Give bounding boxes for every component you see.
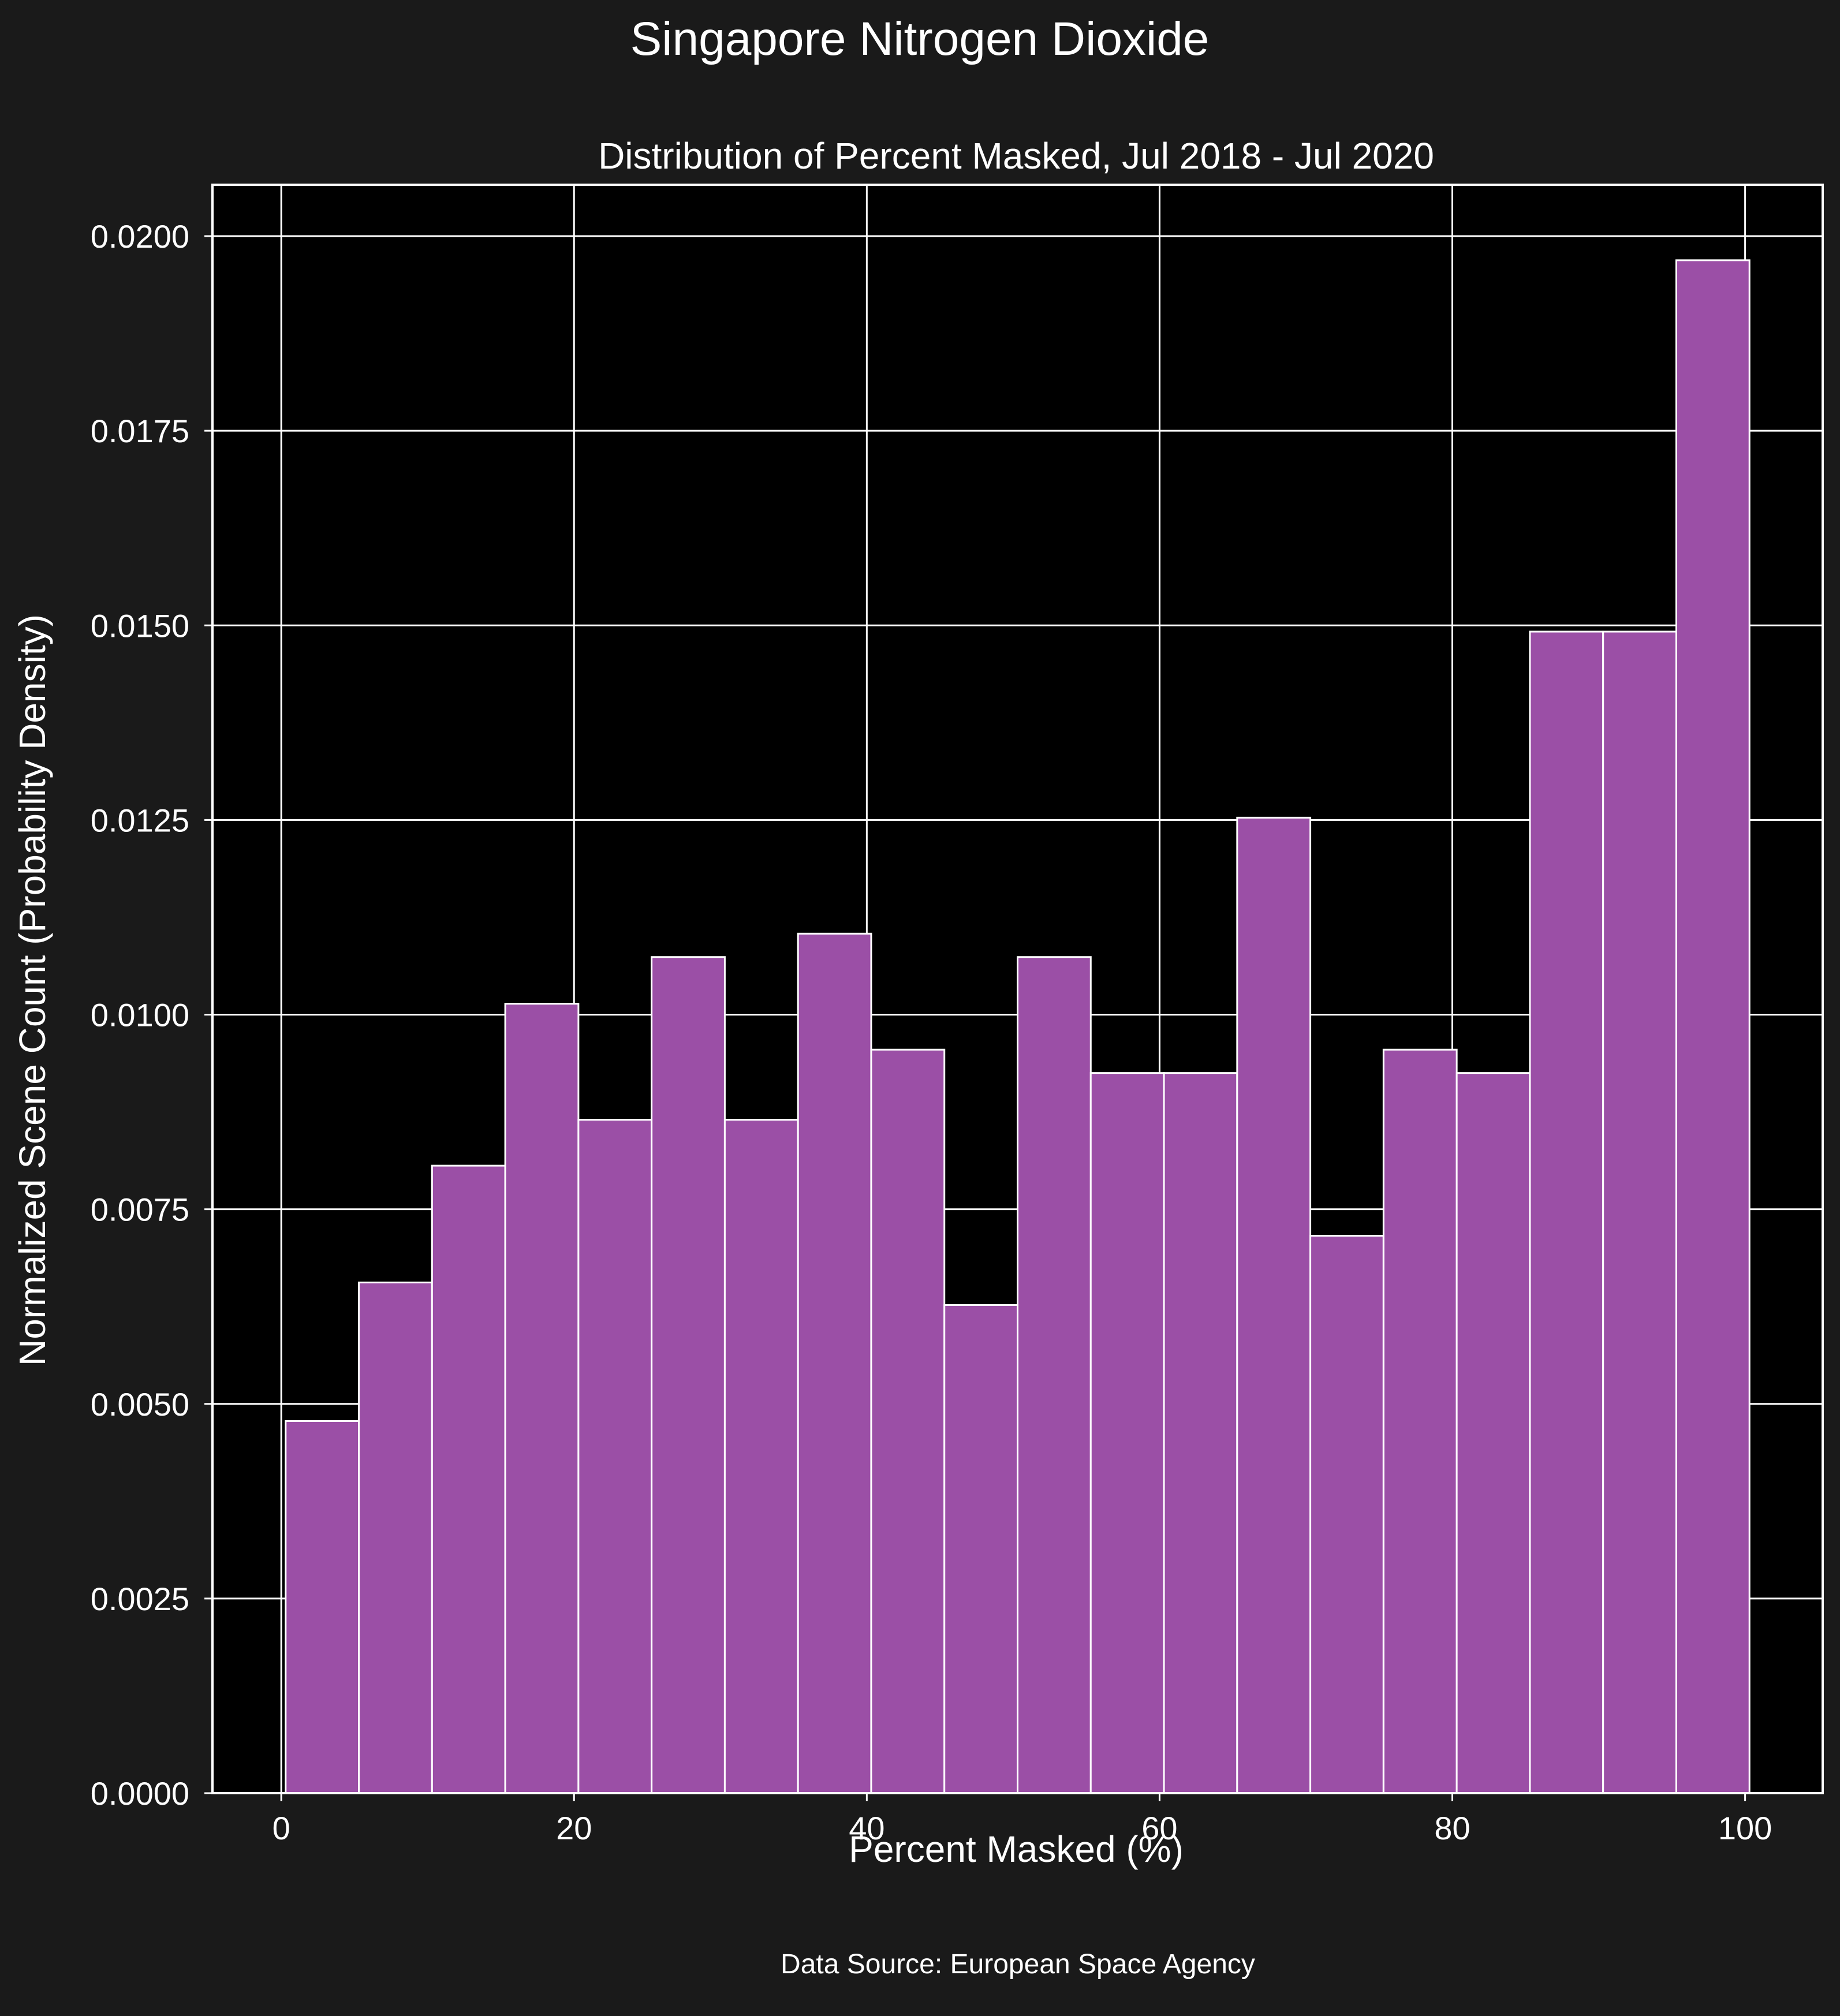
x-axis-label: Percent Masked (%) [849, 1828, 1184, 1870]
y-axis-ticks: 0.0000 0.0025 0.0050 0.0075 0.0100 0.0125 0.01… [91, 218, 212, 1812]
plot-frame [211, 184, 1824, 1794]
y-tick-label: 0.0125 [91, 802, 189, 838]
y-tick-label: 0.0000 [91, 1775, 189, 1812]
chart-title: Distribution of Percent Masked, Jul 2018… [598, 135, 1434, 177]
y-tick-label: 0.0150 [91, 607, 189, 644]
y-tick-label: 0.0075 [91, 1192, 189, 1228]
y-tick-label: 0.0175 [91, 413, 189, 449]
x-axis-ticks: 0 20 40 60 80 100 [273, 1793, 1772, 1846]
x-tick-label: 60 [1141, 1810, 1177, 1846]
histogram-bar [651, 956, 726, 1794]
figure-suptitle: Singapore Nitrogen Dioxide [630, 13, 1210, 65]
histogram-bar [1455, 1072, 1531, 1794]
histogram-bar [358, 1281, 433, 1794]
histogram-bar [285, 1420, 360, 1794]
histogram-bar [577, 1119, 653, 1794]
histogram-bar [1089, 1072, 1165, 1794]
x-tick-label: 100 [1718, 1810, 1772, 1846]
histogram-bars [285, 259, 1751, 1794]
histogram-bar [1236, 816, 1312, 1794]
histogram-bar [431, 1164, 506, 1794]
histogram-bar [1602, 630, 1677, 1794]
histogram-bar [504, 1003, 580, 1794]
x-tick-label: 0 [273, 1810, 290, 1846]
histogram-bar [1163, 1072, 1238, 1794]
histogram-bar [1529, 630, 1604, 1794]
histogram-bar [943, 1304, 1019, 1794]
y-tick-label: 0.0200 [91, 218, 189, 255]
x-tick-label: 20 [556, 1810, 592, 1846]
histogram-bar [1017, 956, 1092, 1794]
y-tick-label: 0.0100 [91, 997, 189, 1033]
y-axis-label: Normalized Scene Count (Probability Dens… [12, 614, 53, 1366]
x-tick-label: 40 [849, 1810, 884, 1846]
histogram-bar [723, 1119, 799, 1794]
y-tick-label: 0.0050 [91, 1386, 189, 1423]
x-tick-label: 80 [1434, 1810, 1470, 1846]
histogram-bar [797, 932, 872, 1794]
histogram-bar [870, 1048, 946, 1794]
histogram-bar [1309, 1234, 1384, 1794]
y-tick-label: 0.0025 [91, 1581, 189, 1617]
data-source-note: Data Source: European Space Agency [781, 1949, 1255, 1980]
histogram-bar [1675, 259, 1751, 1794]
histogram-bar [1382, 1048, 1458, 1794]
